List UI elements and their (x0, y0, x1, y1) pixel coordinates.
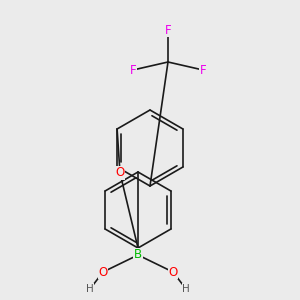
Text: F: F (200, 64, 206, 76)
Text: H: H (86, 284, 94, 294)
Text: O: O (98, 266, 108, 278)
Text: H: H (182, 284, 190, 294)
Text: F: F (165, 23, 171, 37)
Text: O: O (116, 167, 124, 179)
Text: O: O (168, 266, 178, 278)
Text: B: B (134, 248, 142, 262)
Text: F: F (130, 64, 136, 76)
